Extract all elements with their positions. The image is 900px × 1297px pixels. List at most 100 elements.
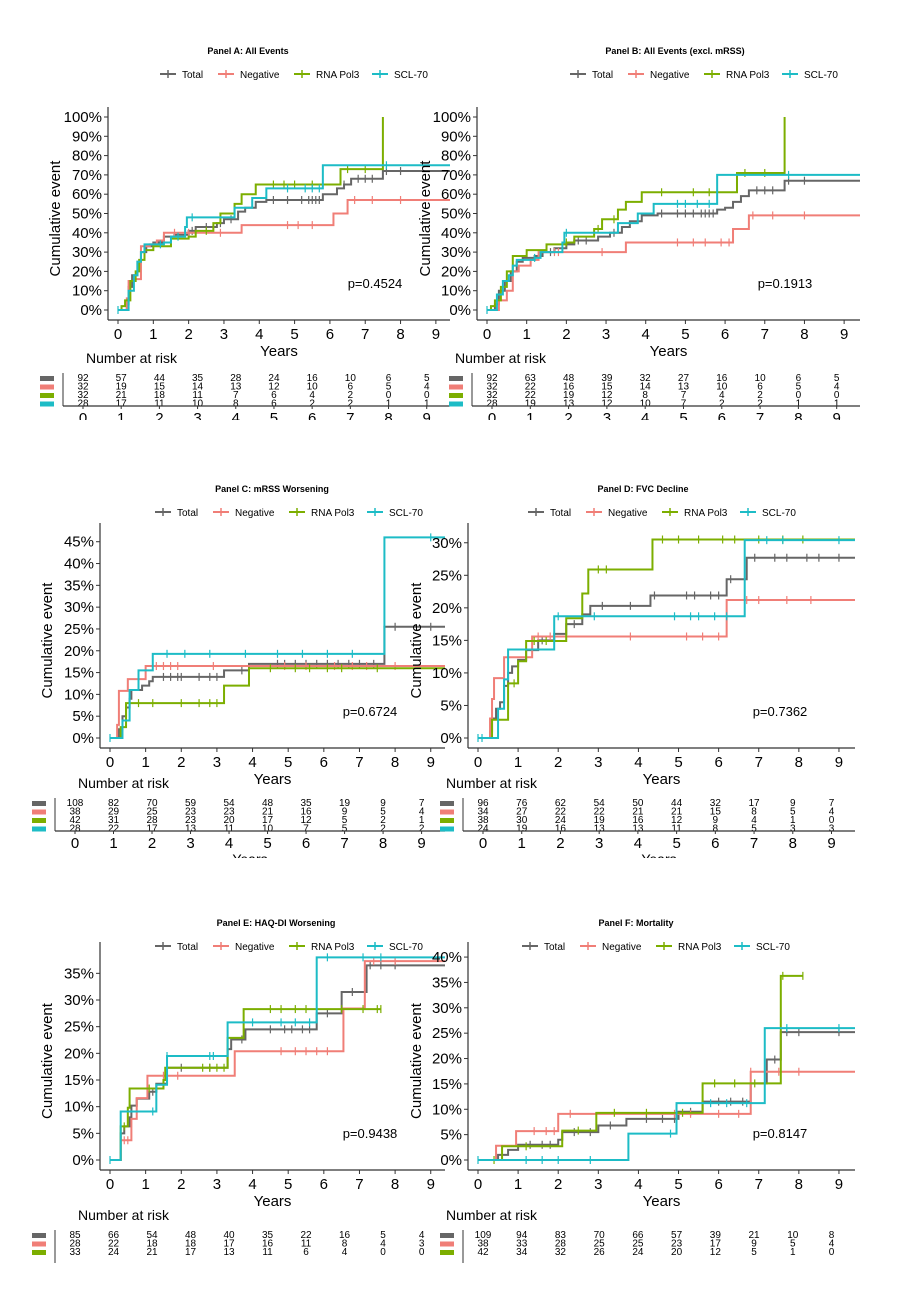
risk-cell: 24 [555,815,567,826]
km-chart-f: Panel F: Mortality Total Negative RNA Pol3 S… [408,918,855,1263]
x-tick-label: 0 [474,754,482,771]
step-curve [110,665,445,739]
risk-cell: 10 [716,382,728,393]
x-tick-label: 2 [177,754,185,771]
risk-cell: 17 [146,824,158,835]
legend-item-negative[interactable]: Negative [628,70,690,81]
risk-cell: 25 [146,807,158,818]
risk-x-tick-label: 3 [186,835,194,852]
risk-x-tick-label: 5 [672,835,680,852]
risk-cell: 4 [751,815,757,826]
y-tick-label: 40% [64,556,94,573]
step-curve [118,164,450,311]
legend-item-rna-pol3[interactable]: RNA Pol3 [289,508,355,519]
legend-item-scl-70[interactable]: SCL-70 [372,70,428,81]
x-tick-label: 4 [248,1176,256,1193]
risk-cell: 12 [710,1247,722,1258]
y-tick-label: 0% [72,730,94,747]
risk-cell: 6 [796,373,802,384]
risk-cell: 10 [755,373,767,384]
legend-item-total[interactable]: Total [160,70,203,81]
legend-label: Total [592,70,613,81]
series-negative [110,662,445,739]
legend-item-rna-pol3[interactable]: RNA Pol3 [294,70,360,81]
legend-label: Negative [602,942,642,953]
y-tick-label: 15% [64,665,94,682]
legend-item-scl-70[interactable]: SCL-70 [367,508,423,519]
risk-cell: 39 [601,373,613,384]
legend-item-rna-pol3[interactable]: RNA Pol3 [662,508,728,519]
risk-x-axis-label: Years [232,851,267,858]
legend-item-negative[interactable]: Negative [580,942,642,953]
risk-cell: 12 [301,815,313,826]
legend-item-rna-pol3[interactable]: RNA Pol3 [289,942,355,953]
panel-d: Panel D: FVC Decline Total Negative RNA Pol… [408,478,860,867]
risk-cell: 1 [834,399,840,410]
risk-cell: 12 [268,382,280,393]
legend-item-negative[interactable]: Negative [218,70,280,81]
risk-cell: 10 [640,399,652,410]
x-tick-label: 6 [326,326,334,343]
risk-x-tick-label: 8 [789,835,797,852]
risk-cell: 22 [525,390,537,401]
risk-cell: 28 [230,373,242,384]
y-tick-label: 5% [440,697,462,714]
legend-item-negative[interactable]: Negative [586,508,648,519]
risk-cell: 57 [116,373,128,384]
panel-title: Panel E: HAQ-DI Worsening [217,918,336,928]
legend-item-scl-70[interactable]: SCL-70 [782,70,838,81]
risk-cell: 2 [757,399,763,410]
y-tick-label: 60% [72,186,102,203]
legend-item-total[interactable]: Total [155,508,198,519]
y-tick-label: 100% [433,109,471,126]
legend-item-negative[interactable]: Negative [213,942,275,953]
y-tick-label: 40% [432,949,462,966]
legend-label: SCL-70 [804,70,838,81]
legend-item-scl-70[interactable]: SCL-70 [734,942,790,953]
legend-item-total[interactable]: Total [522,942,565,953]
risk-cell: 16 [262,1239,274,1250]
legend-item-total[interactable]: Total [155,942,198,953]
legend-item-rna-pol3[interactable]: RNA Pol3 [656,942,722,953]
risk-row-swatch [440,818,454,823]
legend-label: RNA Pol3 [311,508,355,519]
risk-cell: 19 [594,815,606,826]
risk-cell: 4 [424,382,430,393]
risk-cell: 59 [185,798,197,809]
legend-item-rna-pol3[interactable]: RNA Pol3 [704,70,770,81]
risk-cell: 76 [516,798,528,809]
risk-cell: 94 [516,1230,528,1241]
legend-item-total[interactable]: Total [528,508,571,519]
x-axis-label: Years [643,771,681,788]
risk-cell: 48 [262,798,274,809]
risk-x-tick-label: 6 [718,410,726,420]
risk-x-tick-label: 9 [423,410,431,420]
risk-cell: 10 [192,399,204,410]
risk-cell: 5 [342,815,348,826]
panel-a: Panel A: All Events Total Negative RNA Pol3… [0,40,450,442]
legend-item-total[interactable]: Total [570,70,613,81]
risk-cell: 50 [632,798,644,809]
y-tick-label: 80% [72,148,102,165]
x-tick-label: 0 [106,754,114,771]
risk-cell: 9 [342,807,348,818]
legend-item-scl-70[interactable]: SCL-70 [367,942,423,953]
risk-cell: 10 [787,1230,799,1241]
y-tick-label: 10% [64,686,94,703]
risk-cell: 12 [601,399,613,410]
risk-cell: 24 [632,1247,644,1258]
risk-x-tick-label: 7 [340,835,348,852]
y-tick-label: 50% [72,206,102,223]
legend-item-scl-70[interactable]: SCL-70 [740,508,796,519]
risk-cell: 6 [271,390,277,401]
risk-row-swatch [40,393,54,398]
risk-cell: 18 [154,390,166,401]
x-tick-label: 4 [255,326,263,343]
risk-cell: 19 [516,824,528,835]
risk-cell: 11 [671,824,682,835]
y-tick-label: 50% [441,206,471,223]
legend-item-negative[interactable]: Negative [213,508,275,519]
risk-row-swatch [440,1250,454,1255]
